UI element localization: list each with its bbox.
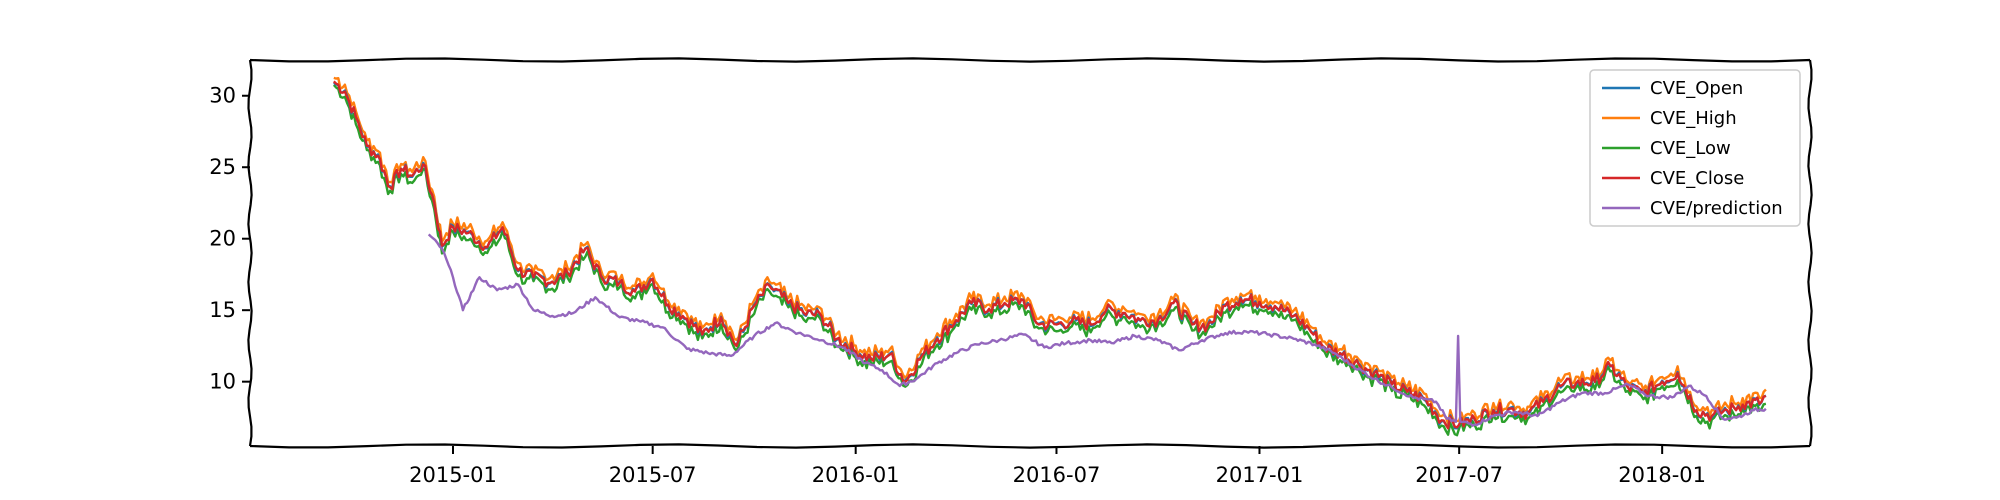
series-line-cve-close bbox=[332, 80, 1767, 430]
x-tick-label: 2016-07 bbox=[1013, 463, 1101, 487]
series-line-cve-high bbox=[333, 76, 1767, 425]
series-line-cve-prediction bbox=[427, 233, 1767, 427]
y-tick-label: 25 bbox=[209, 155, 236, 179]
series-line-cve-open bbox=[333, 81, 1767, 430]
legend-label: CVE_Open bbox=[1650, 78, 1743, 99]
x-tick-label: 2015-07 bbox=[609, 463, 697, 487]
legend-label: CVE/prediction bbox=[1650, 198, 1783, 219]
legend-box bbox=[1589, 69, 1801, 227]
axes-frame bbox=[247, 57, 1813, 449]
y-tick-label: 20 bbox=[209, 227, 236, 251]
tick-layer: 10 15 20 25 30 2015-01 2015-07 2016-01 2016-07 20… bbox=[209, 84, 1706, 487]
y-tick-label: 10 bbox=[209, 370, 236, 394]
x-tick-label: 2017-07 bbox=[1415, 463, 1503, 487]
series-layer bbox=[332, 76, 1767, 437]
y-tick-label: 30 bbox=[209, 84, 236, 108]
x-tick-label: 2018-01 bbox=[1618, 463, 1706, 487]
legend-label: CVE_Close bbox=[1650, 168, 1744, 189]
x-tick-label: 2015-01 bbox=[409, 463, 497, 487]
legend: CVE_Open CVE_High CVE_Low CVE_Close CVE/pred… bbox=[1589, 69, 1801, 227]
y-tick-label: 15 bbox=[209, 298, 236, 322]
series-line-cve-low bbox=[332, 84, 1767, 437]
x-tick-label: 2016-01 bbox=[812, 463, 900, 487]
legend-label: CVE_High bbox=[1650, 108, 1737, 129]
x-tick-label: 2017-01 bbox=[1216, 463, 1304, 487]
legend-label: CVE_Low bbox=[1650, 138, 1731, 159]
